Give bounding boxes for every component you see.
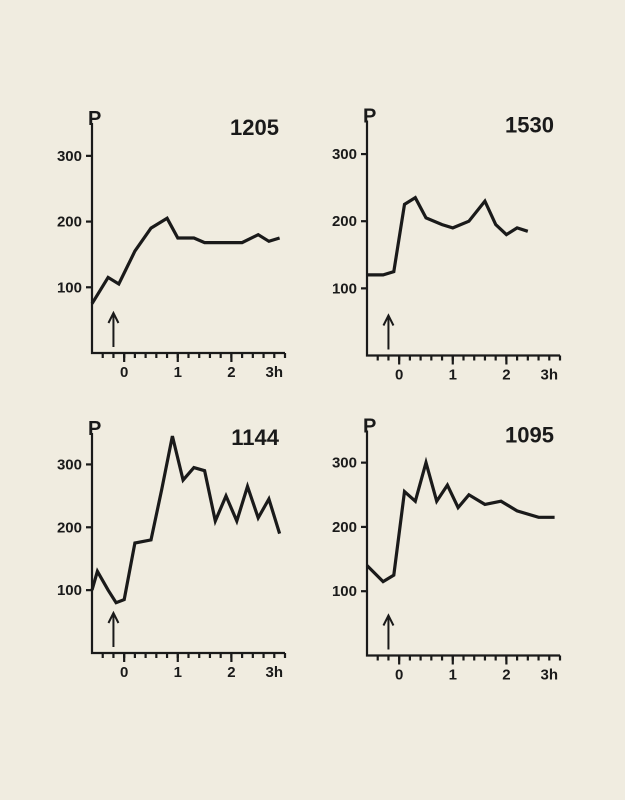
y-tick-label: 300 bbox=[57, 148, 82, 165]
y-tick-label: 300 bbox=[332, 455, 357, 472]
data-series bbox=[92, 436, 280, 603]
x-unit-label: 3h bbox=[540, 667, 558, 684]
x-unit-label: 3h bbox=[265, 364, 283, 381]
y-tick-label: 100 bbox=[57, 279, 82, 296]
x-tick-label: 0 bbox=[395, 367, 403, 384]
panel-1205: 100 200 300 0 1 2 3h P 1205 bbox=[50, 100, 295, 390]
y-axis-title: P bbox=[88, 108, 101, 130]
panel-id-label: 1205 bbox=[230, 115, 279, 140]
x-tick-label: 1 bbox=[174, 664, 182, 681]
data-series bbox=[367, 198, 528, 275]
x-tick-label: 2 bbox=[502, 367, 510, 384]
x-tick-label: 2 bbox=[227, 664, 235, 681]
y-tick-label: 300 bbox=[332, 146, 357, 163]
panel-1095: 100 200 300 0 1 2 3h P 1095 bbox=[325, 410, 570, 690]
y-axis-title: P bbox=[88, 418, 101, 440]
y-tick-label: 200 bbox=[57, 519, 82, 536]
y-tick-label: 300 bbox=[57, 456, 82, 473]
y-tick-label: 100 bbox=[57, 582, 82, 599]
x-unit-label: 3h bbox=[540, 367, 558, 384]
panel-1530: 100 200 300 0 1 2 3h P 1530 bbox=[325, 100, 570, 390]
y-axis-title: P bbox=[363, 416, 376, 438]
y-tick-label: 200 bbox=[332, 213, 357, 230]
x-tick-label: 0 bbox=[395, 667, 403, 684]
x-tick-label: 1 bbox=[174, 364, 182, 381]
data-series bbox=[367, 463, 555, 582]
x-tick-label: 1 bbox=[449, 367, 457, 384]
y-axis-title: P bbox=[363, 106, 376, 128]
y-tick-label: 100 bbox=[332, 583, 357, 600]
x-unit-label: 3h bbox=[265, 664, 283, 681]
x-tick-label: 0 bbox=[120, 364, 128, 381]
chart-grid: 1002003000123hP1205 1002003000123hP1530 … bbox=[50, 100, 570, 680]
x-tick-label: 0 bbox=[120, 664, 128, 681]
x-tick-label: 1 bbox=[449, 667, 457, 684]
y-tick-label: 100 bbox=[332, 280, 357, 297]
y-tick-label: 200 bbox=[57, 214, 82, 231]
panel-id-label: 1530 bbox=[505, 113, 554, 138]
panel-id-label: 1144 bbox=[231, 425, 279, 450]
x-tick-label: 2 bbox=[502, 667, 510, 684]
x-tick-label: 2 bbox=[227, 364, 235, 381]
y-tick-label: 200 bbox=[332, 519, 357, 536]
data-series bbox=[92, 218, 280, 303]
panel-1144: 100 200 300 0 1 2 3h P 1144 bbox=[50, 410, 295, 690]
panel-id-label: 1095 bbox=[505, 423, 554, 448]
